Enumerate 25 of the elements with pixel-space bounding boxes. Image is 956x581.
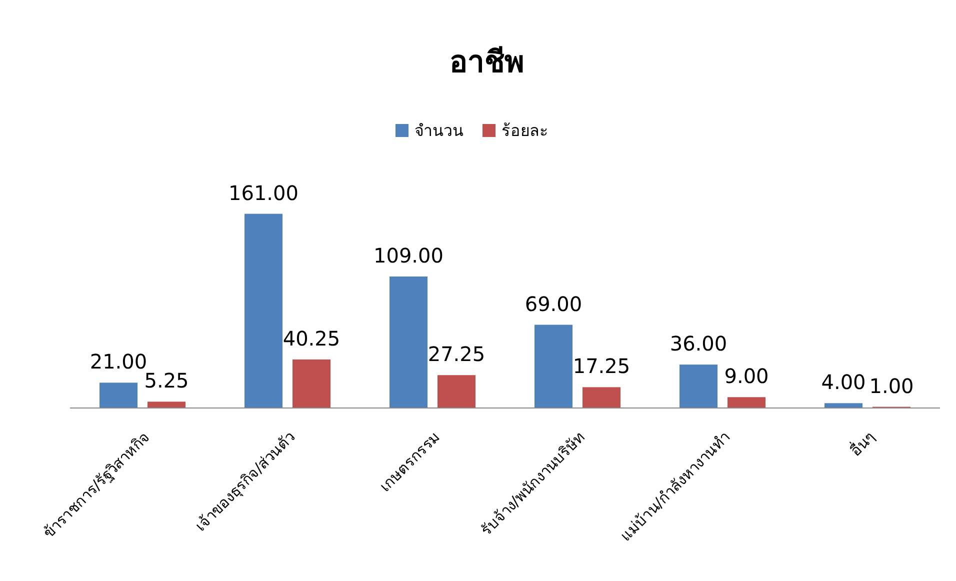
data-label: 4.00	[821, 370, 866, 394]
data-label: 1.00	[869, 374, 914, 398]
data-label: 27.25	[428, 342, 486, 366]
bar	[680, 364, 718, 408]
data-label: 9.00	[724, 364, 769, 388]
legend-label: จำนวน	[414, 121, 464, 140]
data-label: 69.00	[524, 292, 582, 316]
bar	[148, 402, 186, 408]
data-label: 161.00	[228, 180, 298, 205]
data-label: 109.00	[374, 244, 444, 268]
bar	[438, 375, 476, 408]
bar	[100, 382, 138, 408]
legend-label: ร้อยละ	[502, 121, 548, 140]
chart-title: อาชีพ	[450, 45, 524, 80]
bar	[534, 324, 572, 408]
data-label: 36.00	[670, 332, 728, 356]
bar	[390, 276, 428, 408]
bar	[244, 214, 282, 408]
x-tick-label: อื่นๆ	[845, 426, 878, 460]
bar	[728, 397, 766, 408]
bar	[824, 403, 862, 408]
data-label: 17.25	[572, 354, 630, 378]
bar	[292, 359, 330, 408]
data-label: 40.25	[282, 326, 340, 350]
bar	[582, 387, 620, 408]
